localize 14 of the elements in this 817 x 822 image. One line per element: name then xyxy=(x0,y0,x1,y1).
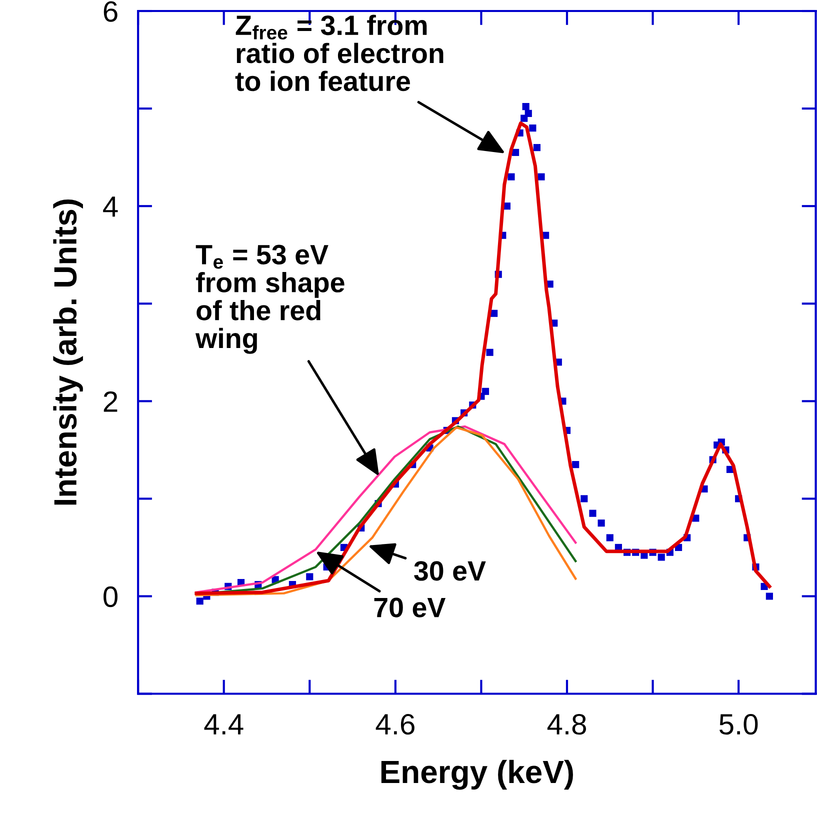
y-tick-label: 2 xyxy=(104,391,118,412)
annotation: Z$_{free}$ = 3.1 from ratio of electron to ion feature xyxy=(235,14,444,92)
x-tick-label: 5.0 xyxy=(719,714,758,735)
annotation: 70 eV xyxy=(374,598,446,618)
y-tick-label: 4 xyxy=(103,196,118,217)
y-tick-label: 0 xyxy=(104,586,118,608)
annotation: T$_{e}$ = 53 eV from shape of the red wing xyxy=(195,244,344,354)
y-tick-label: 6 xyxy=(104,1,118,22)
y-axis-title: Intensity (arb. Units) xyxy=(53,200,83,505)
x-tick-label: 4.4 xyxy=(204,714,244,734)
x-axis-title: Energy (keV) xyxy=(381,760,573,790)
annotation: 30 eV xyxy=(414,561,486,581)
x-tick-label: 4.8 xyxy=(547,714,586,735)
x-tick-label: 4.6 xyxy=(376,714,414,735)
